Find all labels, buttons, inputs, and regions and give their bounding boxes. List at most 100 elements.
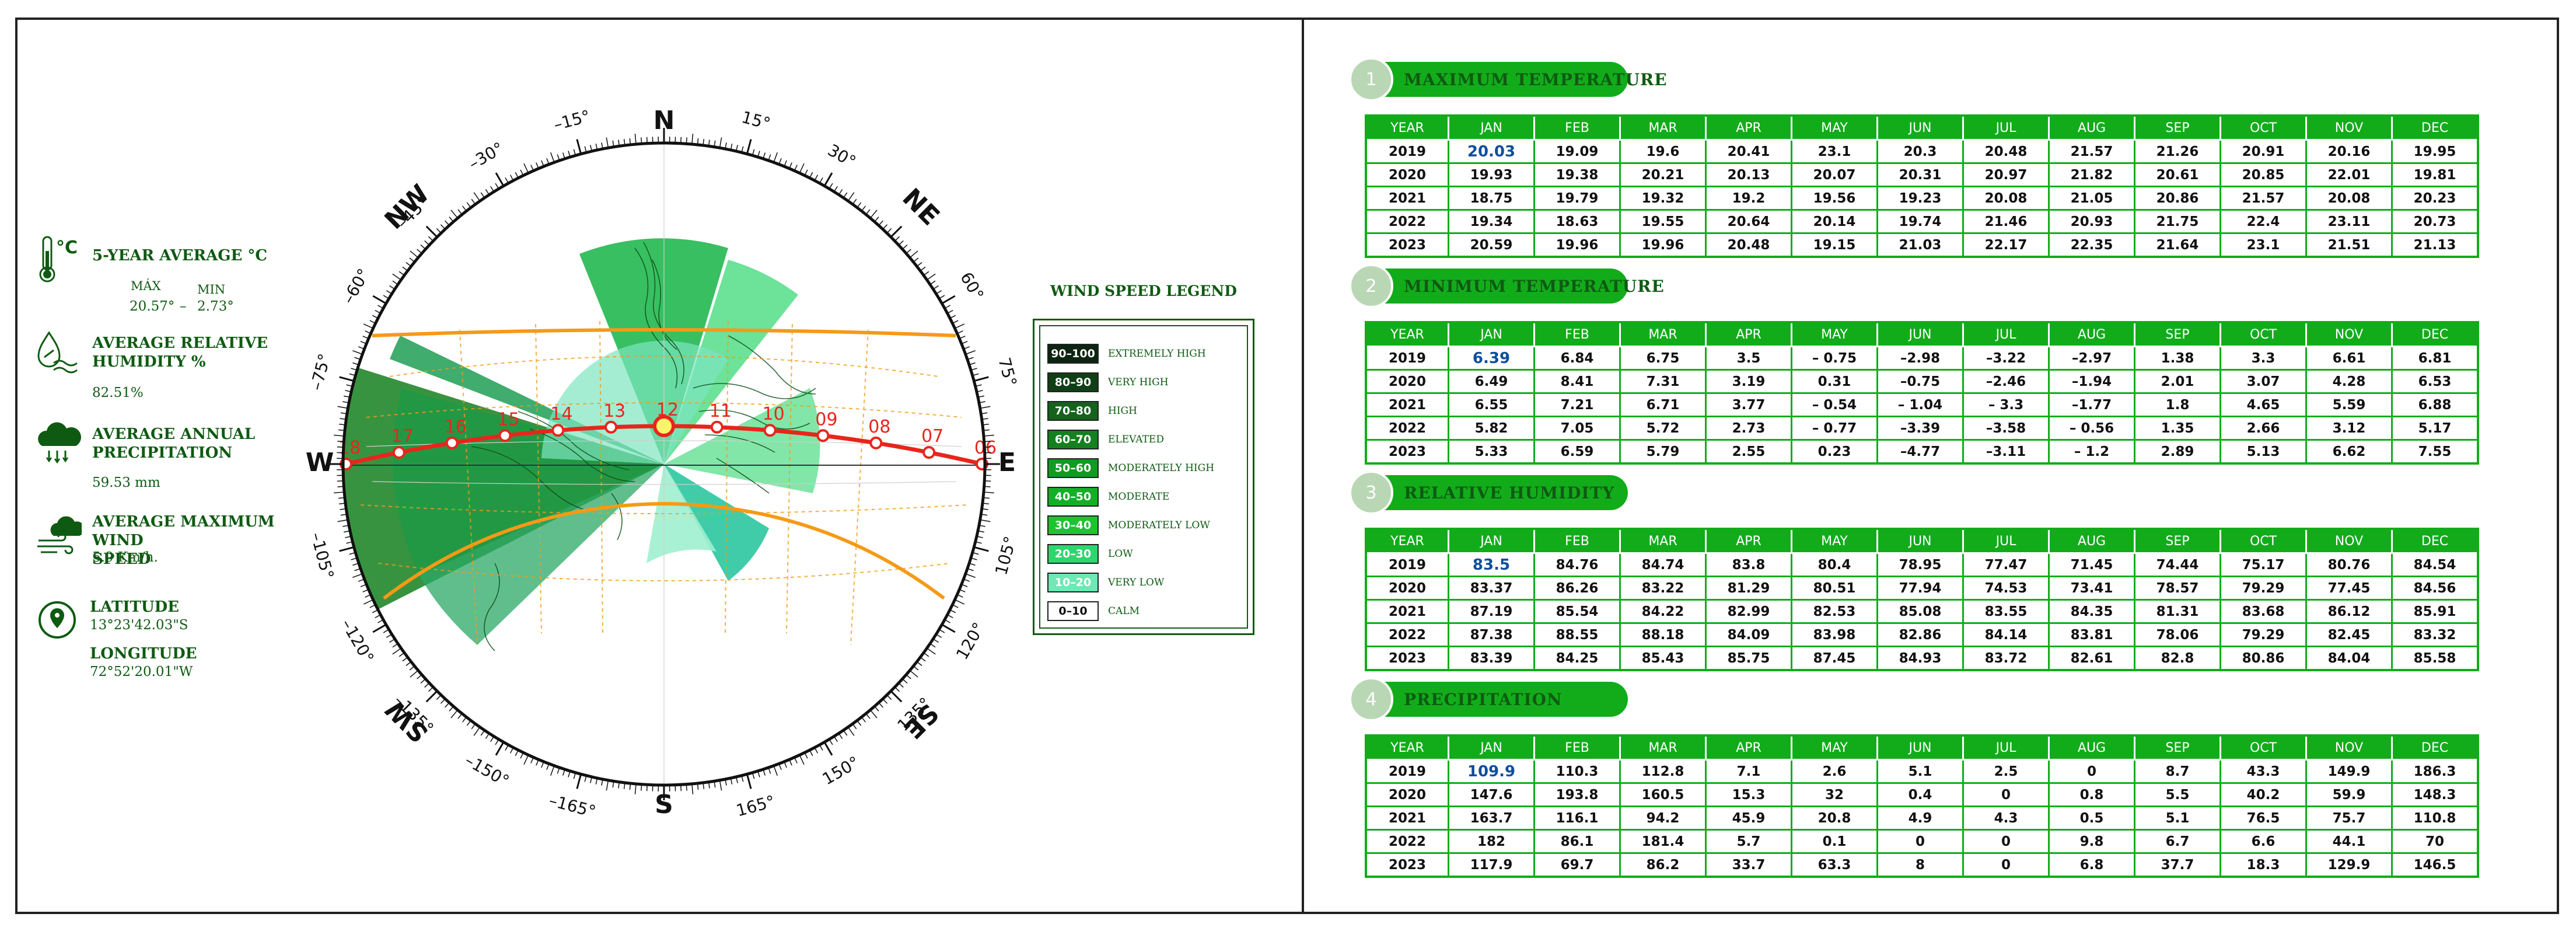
degree-tick [784, 761, 787, 768]
year-cell: 2023 [1365, 439, 1449, 465]
degree-tick [490, 736, 495, 742]
degree-tick [784, 160, 787, 167]
degree-tick [557, 767, 560, 774]
degree-tick [909, 250, 918, 259]
degree-label: –150° [462, 751, 512, 791]
degree-label: 150° [819, 752, 863, 789]
value-cell: 5.5 [2134, 782, 2221, 807]
value-cell: – 0.77 [1791, 416, 1878, 441]
degree-tick [606, 780, 609, 791]
value-cell: 20.41 [1705, 139, 1792, 164]
value-cell: –3.58 [1962, 416, 2050, 441]
wind-speed-legend: WIND SPEED LEGEND 90–100 EXTREMELY HIGH 80… [1033, 274, 1254, 635]
value-cell: 83.81 [2048, 622, 2135, 647]
degree-tick [515, 172, 519, 179]
table-section-1: 1 MAXIMUM TEMPERATURE YEAR JAN FEB MAR APR MA… [1349, 57, 2516, 258]
degree-tick [450, 709, 459, 719]
degree-tick [495, 739, 499, 745]
degree-tick [714, 781, 716, 788]
degree-tick [829, 739, 833, 745]
column-header: DEC [2391, 734, 2479, 761]
column-header: JUL [1962, 528, 2050, 554]
degree-tick [562, 152, 565, 159]
column-header: YEAR [1365, 321, 1449, 347]
degree-tick [495, 183, 499, 189]
degree-tick [902, 678, 908, 684]
degree-tick [952, 604, 959, 608]
section-title: PRECIPITATION [1404, 690, 1563, 709]
value-cell: 8.41 [1533, 369, 1621, 394]
value-cell: 80.76 [2305, 552, 2393, 577]
degree-tick [920, 266, 926, 271]
hour-label: 14 [550, 404, 572, 424]
value-cell: 3.77 [1705, 392, 1792, 417]
degree-tick [972, 552, 979, 555]
value-cell: 3.5 [1705, 346, 1792, 371]
degree-tick [339, 376, 355, 382]
value-cell: 73.41 [2048, 576, 2135, 601]
legend-swatch: 80–90 [1047, 372, 1099, 392]
degree-tick [976, 390, 983, 393]
value-cell: 2.66 [2220, 416, 2307, 441]
degree-tick [983, 497, 990, 499]
table-row: 2020 147.6 193.8 160.5 15.3 32 0.4 0 0.8 5.5 40.2 5… [1365, 782, 2479, 807]
value-cell: 84.09 [1705, 622, 1792, 647]
value-cell: 19.15 [1791, 232, 1878, 258]
value-cell: 20.91 [2220, 139, 2307, 164]
value-cell: 20.13 [1705, 162, 1792, 187]
section-title: MINIMUM TEMPERATURE [1404, 277, 1665, 296]
value-cell: – 3.3 [1962, 392, 2050, 417]
value-cell: 6.84 [1533, 346, 1621, 371]
degree-tick [466, 720, 471, 726]
degree-tick [833, 736, 838, 742]
value-cell: 19.34 [1448, 209, 1535, 234]
value-cell: 82.8 [2134, 646, 2221, 671]
column-header: APR [1705, 528, 1792, 554]
degree-tick [334, 434, 345, 437]
hour-marker [869, 436, 883, 449]
degree-tick [523, 755, 529, 765]
value-cell: 0.4 [1876, 782, 1964, 807]
value-cell: 32 [1791, 782, 1878, 807]
value-cell: 21.03 [1876, 232, 1964, 258]
degree-tick [337, 519, 348, 522]
degree-tick [847, 727, 855, 736]
value-cell: 7.31 [1619, 369, 1707, 394]
value-cell: –2.97 [2048, 346, 2135, 371]
degree-tick [978, 525, 985, 527]
value-cell: 20.07 [1791, 162, 1878, 187]
degree-tick [982, 423, 989, 426]
legend-item: 90–100 EXTREMELY HIGH [1047, 343, 1206, 365]
column-header: DEC [2391, 321, 2479, 347]
degree-tick [573, 149, 576, 156]
value-cell: 33.7 [1705, 852, 1792, 878]
table-row: 2023 5.33 6.59 5.79 2.55 0.23 –4.77 –3.11– 1.2 2… [1365, 439, 2479, 465]
degree-tick [730, 144, 733, 151]
degree-tick [941, 623, 956, 633]
degree-tick [916, 262, 922, 267]
value-cell: 7.05 [1533, 416, 1621, 441]
value-cell: 19.79 [1533, 186, 1621, 211]
location-block: LATITUDE 13°23'42.03"S LONGITUDE 72°52'2… [36, 595, 316, 683]
value-cell: 83.8 [1705, 552, 1792, 577]
degree-tick [541, 160, 544, 167]
value-cell: 78.06 [2134, 622, 2221, 647]
degree-tick [365, 594, 371, 598]
value-cell: 6.81 [2391, 346, 2479, 371]
degree-tick [392, 643, 399, 648]
degree-tick [778, 158, 782, 165]
section-title: MAXIMUM TEMPERATURE [1404, 70, 1668, 89]
value-cell: 77.45 [2305, 576, 2393, 601]
table-header-row: YEAR JAN FEB MAR APR MAY JUN JUL AUG SEP OCT NOV DEC [1365, 734, 2479, 761]
degree-tick [983, 491, 994, 494]
degree-tick [819, 744, 823, 751]
value-cell: 19.09 [1533, 139, 1621, 164]
degree-tick [878, 220, 883, 226]
degree-tick [906, 674, 911, 679]
degree-label: 30° [824, 140, 859, 171]
degree-tick [686, 784, 687, 791]
degree-tick [515, 749, 519, 756]
value-cell: 4.3 [1962, 806, 2050, 831]
column-header: YEAR [1365, 528, 1449, 554]
